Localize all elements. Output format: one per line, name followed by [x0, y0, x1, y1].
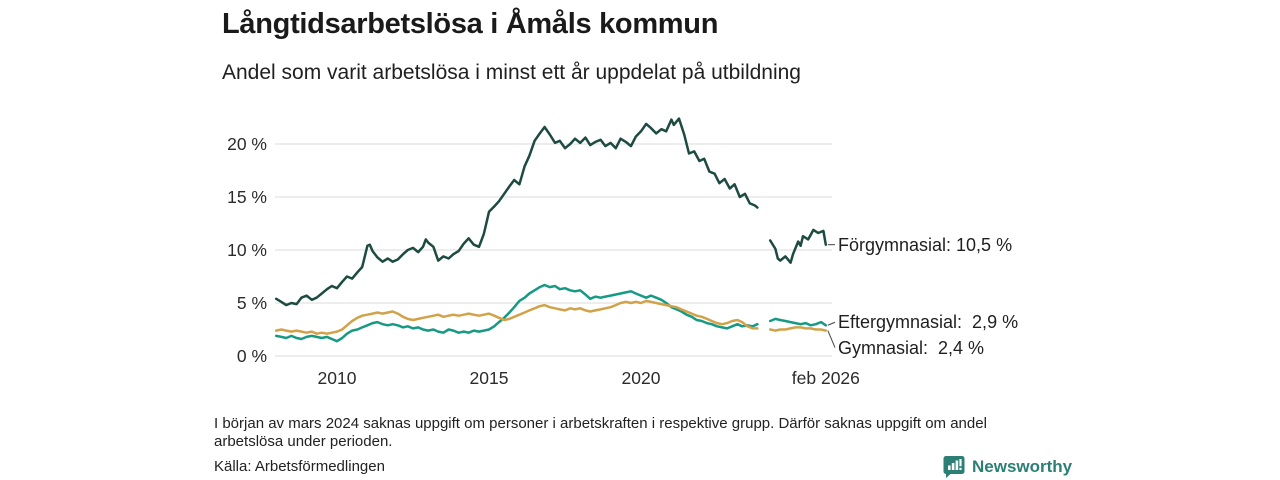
y-axis-tick-label: 15 % [227, 187, 267, 207]
series-end-label-eftergymnasial: Eftergymnasial: 2,9 % [838, 312, 1019, 333]
page-title: Långtidsarbetslösa i Åmåls kommun [222, 8, 719, 40]
series-end-label-forgymnasial: Förgymnasial: 10,5 % [838, 234, 1013, 255]
y-axis-tick-label: 20 % [227, 134, 267, 154]
series-line-eftergymnasial [274, 283, 759, 343]
series-line-gymnasial [274, 299, 759, 335]
series-line-eftergymnasial [768, 317, 828, 327]
y-axis-tick-label: 10 % [227, 240, 267, 260]
series-line-forgymnasial [768, 228, 828, 264]
y-axis-tick-label: 0 % [236, 346, 267, 366]
series-line-gymnasial [768, 326, 828, 332]
x-axis-tick-label: 2015 [469, 368, 509, 388]
label-connector-eftergymnasial [827, 321, 836, 326]
chart-footnote: I början av mars 2024 saknas uppgift om … [214, 415, 987, 450]
x-axis-tick-label: 2020 [621, 368, 661, 388]
newsworthy-logo-icon [943, 455, 965, 479]
source-note: Källa: Arbetsförmedlingen [214, 458, 385, 475]
chart-subtitle: Andel som varit arbetslösa i minst ett å… [222, 61, 801, 84]
branding: Newsworthy [943, 455, 1072, 479]
label-connector-gymnasial [827, 330, 836, 348]
series-end-label-gymnasial: Gymnasial: 2,4 % [838, 337, 985, 358]
branding-name: Newsworthy [972, 457, 1073, 476]
y-axis-tick-label: 5 % [236, 293, 267, 313]
x-axis-tick-label: 2010 [317, 368, 357, 388]
x-axis-tick-label: feb 2026 [791, 368, 860, 388]
series-line-forgymnasial [274, 117, 759, 307]
